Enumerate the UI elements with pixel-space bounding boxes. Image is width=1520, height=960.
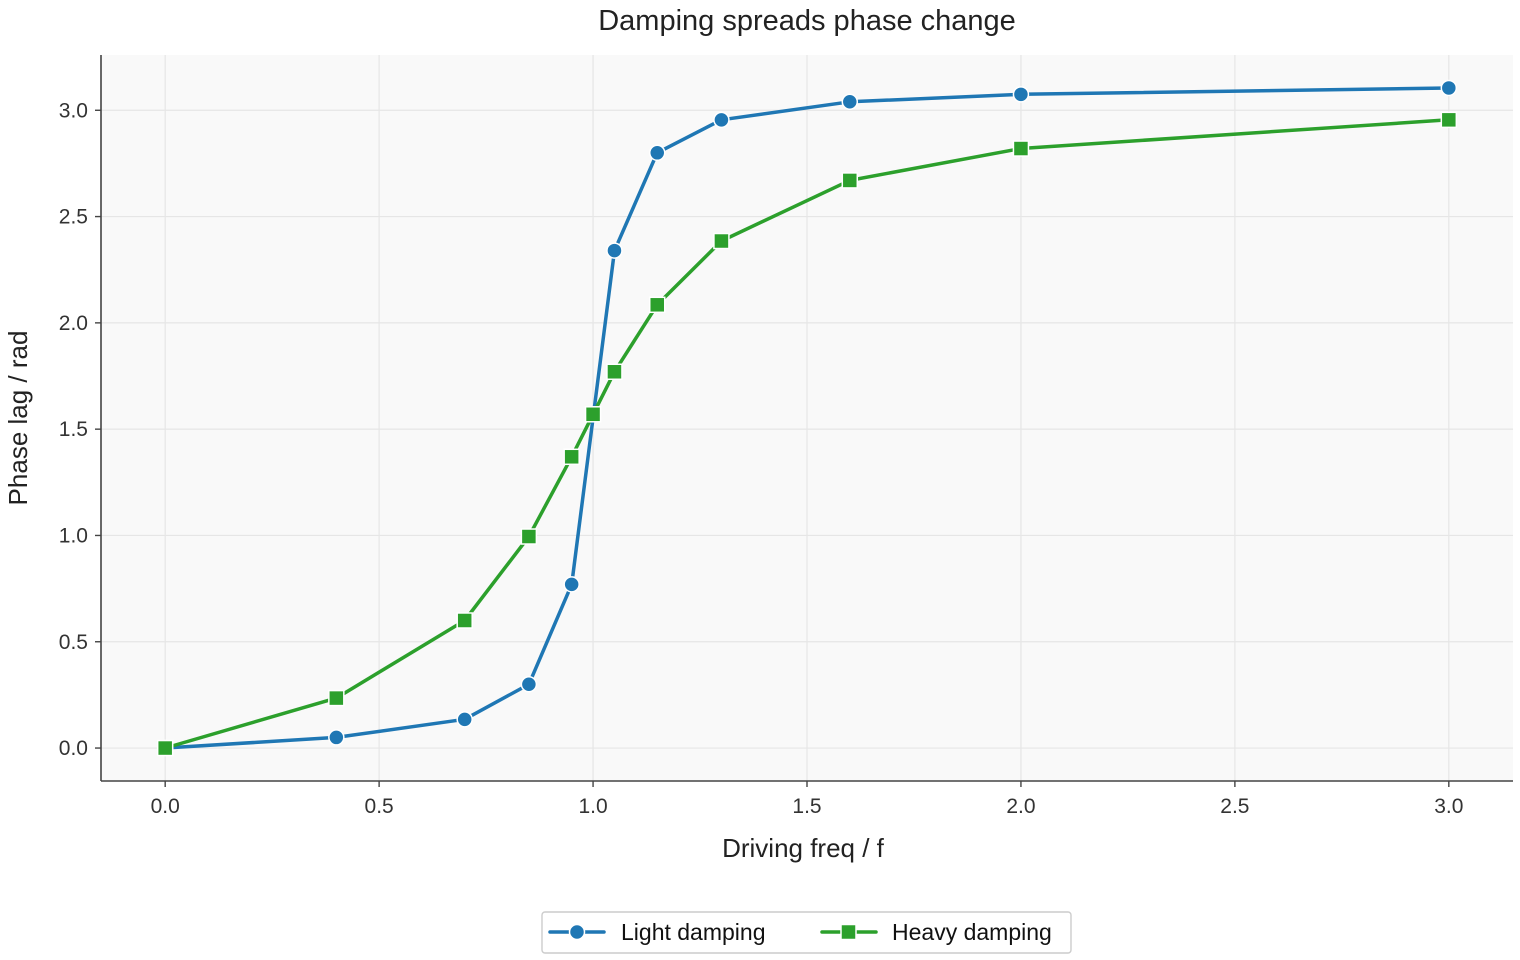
x-tick-label-0: 0.0 [151,795,180,818]
chart-title: Damping spreads phase change [598,5,1016,37]
x-tick-label-1-5: 1.5 [792,795,821,818]
data-point-light-damping-2 [456,711,473,728]
data-point-light-damping-7 [713,111,730,129]
data-point-light-damping-9 [1012,86,1030,103]
legend-label-light-damping: Light damping [621,919,766,945]
y-tick-label-3: 3.0 [59,99,88,122]
legend-marker-heavy-damping [840,923,857,941]
legend-box [541,911,1072,954]
x-tick-label-0-5: 0.5 [365,795,394,818]
data-point-heavy-damping-8 [713,232,730,250]
x-tick-label-2-5: 2.5 [1220,795,1249,818]
data-point-light-damping-4 [563,576,580,593]
legend-label-heavy-damping: Heavy damping [892,919,1052,945]
data-point-heavy-damping-11 [1440,111,1458,129]
legend-item-heavy-damping: Heavy damping [820,919,1052,945]
legend-marker-light-damping [568,923,586,941]
data-point-heavy-damping-10 [1012,140,1030,157]
y-tick-label-1-5: 1.5 [59,418,88,441]
legend-item-light-damping: Light damping [548,919,766,945]
data-point-light-damping-1 [328,729,345,746]
data-point-heavy-damping-3 [520,528,538,545]
legend: Light damping Heavy damping [541,911,1072,954]
data-point-heavy-damping-5 [584,406,602,423]
y-tick-label-2: 2.0 [59,312,88,335]
x-tick-label-2: 2.0 [1006,795,1035,818]
y-ticks: 0.0 0.5 1.0 1.5 2.0 2.5 3.0 [59,99,101,760]
series-layer [156,79,1458,757]
x-tick-label-1: 1.0 [578,795,607,818]
y-axis-title: Phase lag / rad [3,331,33,506]
data-point-light-damping-6 [648,144,666,162]
x-axis-title: Driving freq / f [722,833,885,863]
y-tick-label-1: 1.0 [59,524,88,547]
data-point-light-damping-10 [1440,79,1458,97]
data-point-light-damping-5 [606,242,623,259]
data-point-light-damping-3 [520,676,538,693]
x-tick-label-3: 3.0 [1434,795,1463,818]
data-point-heavy-damping-7 [648,296,666,314]
y-tick-label-2-5: 2.5 [59,206,88,229]
x-ticks: 0.0 0.5 1.0 1.5 2.0 2.5 3.0 [151,781,1463,818]
data-point-heavy-damping-9 [841,172,859,189]
series-line-heavy-damping [163,118,1451,750]
data-point-heavy-damping-0 [156,739,174,757]
data-point-heavy-damping-2 [456,612,473,629]
y-tick-label-0-5: 0.5 [59,631,88,654]
data-point-heavy-damping-1 [328,689,345,707]
data-point-heavy-damping-4 [563,448,580,466]
data-point-heavy-damping-6 [606,363,623,381]
y-tick-label-0: 0.0 [59,737,88,760]
data-point-light-damping-8 [841,93,859,111]
